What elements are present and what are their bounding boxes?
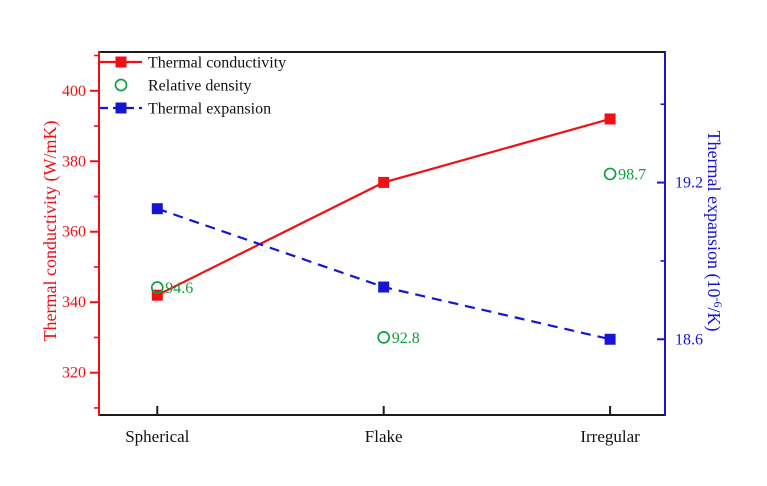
series-thermal-expansion-line [156,207,611,341]
legend-item-0: Thermal conductivity [100,55,286,72]
series-thermal-expansion-marker-1 [378,281,390,293]
left-tick-label-320: 320 [62,365,86,382]
series-thermal-conductivity-marker-1 [378,176,390,188]
density-value-label-0: 94.6 [165,280,193,297]
legend-swatch-marker-2 [115,102,127,114]
x-label-flake: Flake [365,427,403,446]
x-label-spherical: Spherical [125,427,189,446]
legend-item-2: Thermal expansion [100,101,271,118]
legend: Thermal conductivity Relative density Ther… [100,55,286,118]
series-thermal-expansion-marker-2 [604,333,616,345]
right-tick-label-18.6: 18.6 [675,331,703,348]
series-thermal-conductivity-line [156,117,611,297]
right-axis-title: Thermal expansion (10-6/K) [703,131,725,332]
left-tick-label-340: 340 [62,294,86,311]
legend-item-1: Relative density [114,78,252,95]
legend-label-2: Thermal expansion [148,101,271,118]
legend-label-1: Relative density [148,78,252,95]
series-thermal-conductivity-marker-0 [151,289,163,301]
series-relative-density-marker-1 [377,331,391,344]
density-value-label-1: 92.8 [392,330,420,347]
series-thermal-conductivity-marker-2 [604,113,616,125]
series-relative-density-marker-0 [150,281,164,294]
left-tick-label-380: 380 [62,153,86,170]
series-relative-density-marker-2 [603,167,617,181]
left-axis-title: Thermal conductivity (W/mK) [40,121,61,342]
left-tick-label-360: 360 [62,224,86,241]
legend-swatch-marker-1 [114,78,128,92]
density-value-label-2: 98.7 [618,166,646,183]
legend-swatch-marker-0 [115,56,127,68]
right-tick-label-19.2: 19.2 [675,175,703,192]
series-thermal-expansion-marker-0 [151,203,163,215]
legend-label-0: Thermal conductivity [148,55,286,72]
left-tick-label-400: 400 [62,83,86,100]
x-label-irregular: Irregular [580,427,640,446]
